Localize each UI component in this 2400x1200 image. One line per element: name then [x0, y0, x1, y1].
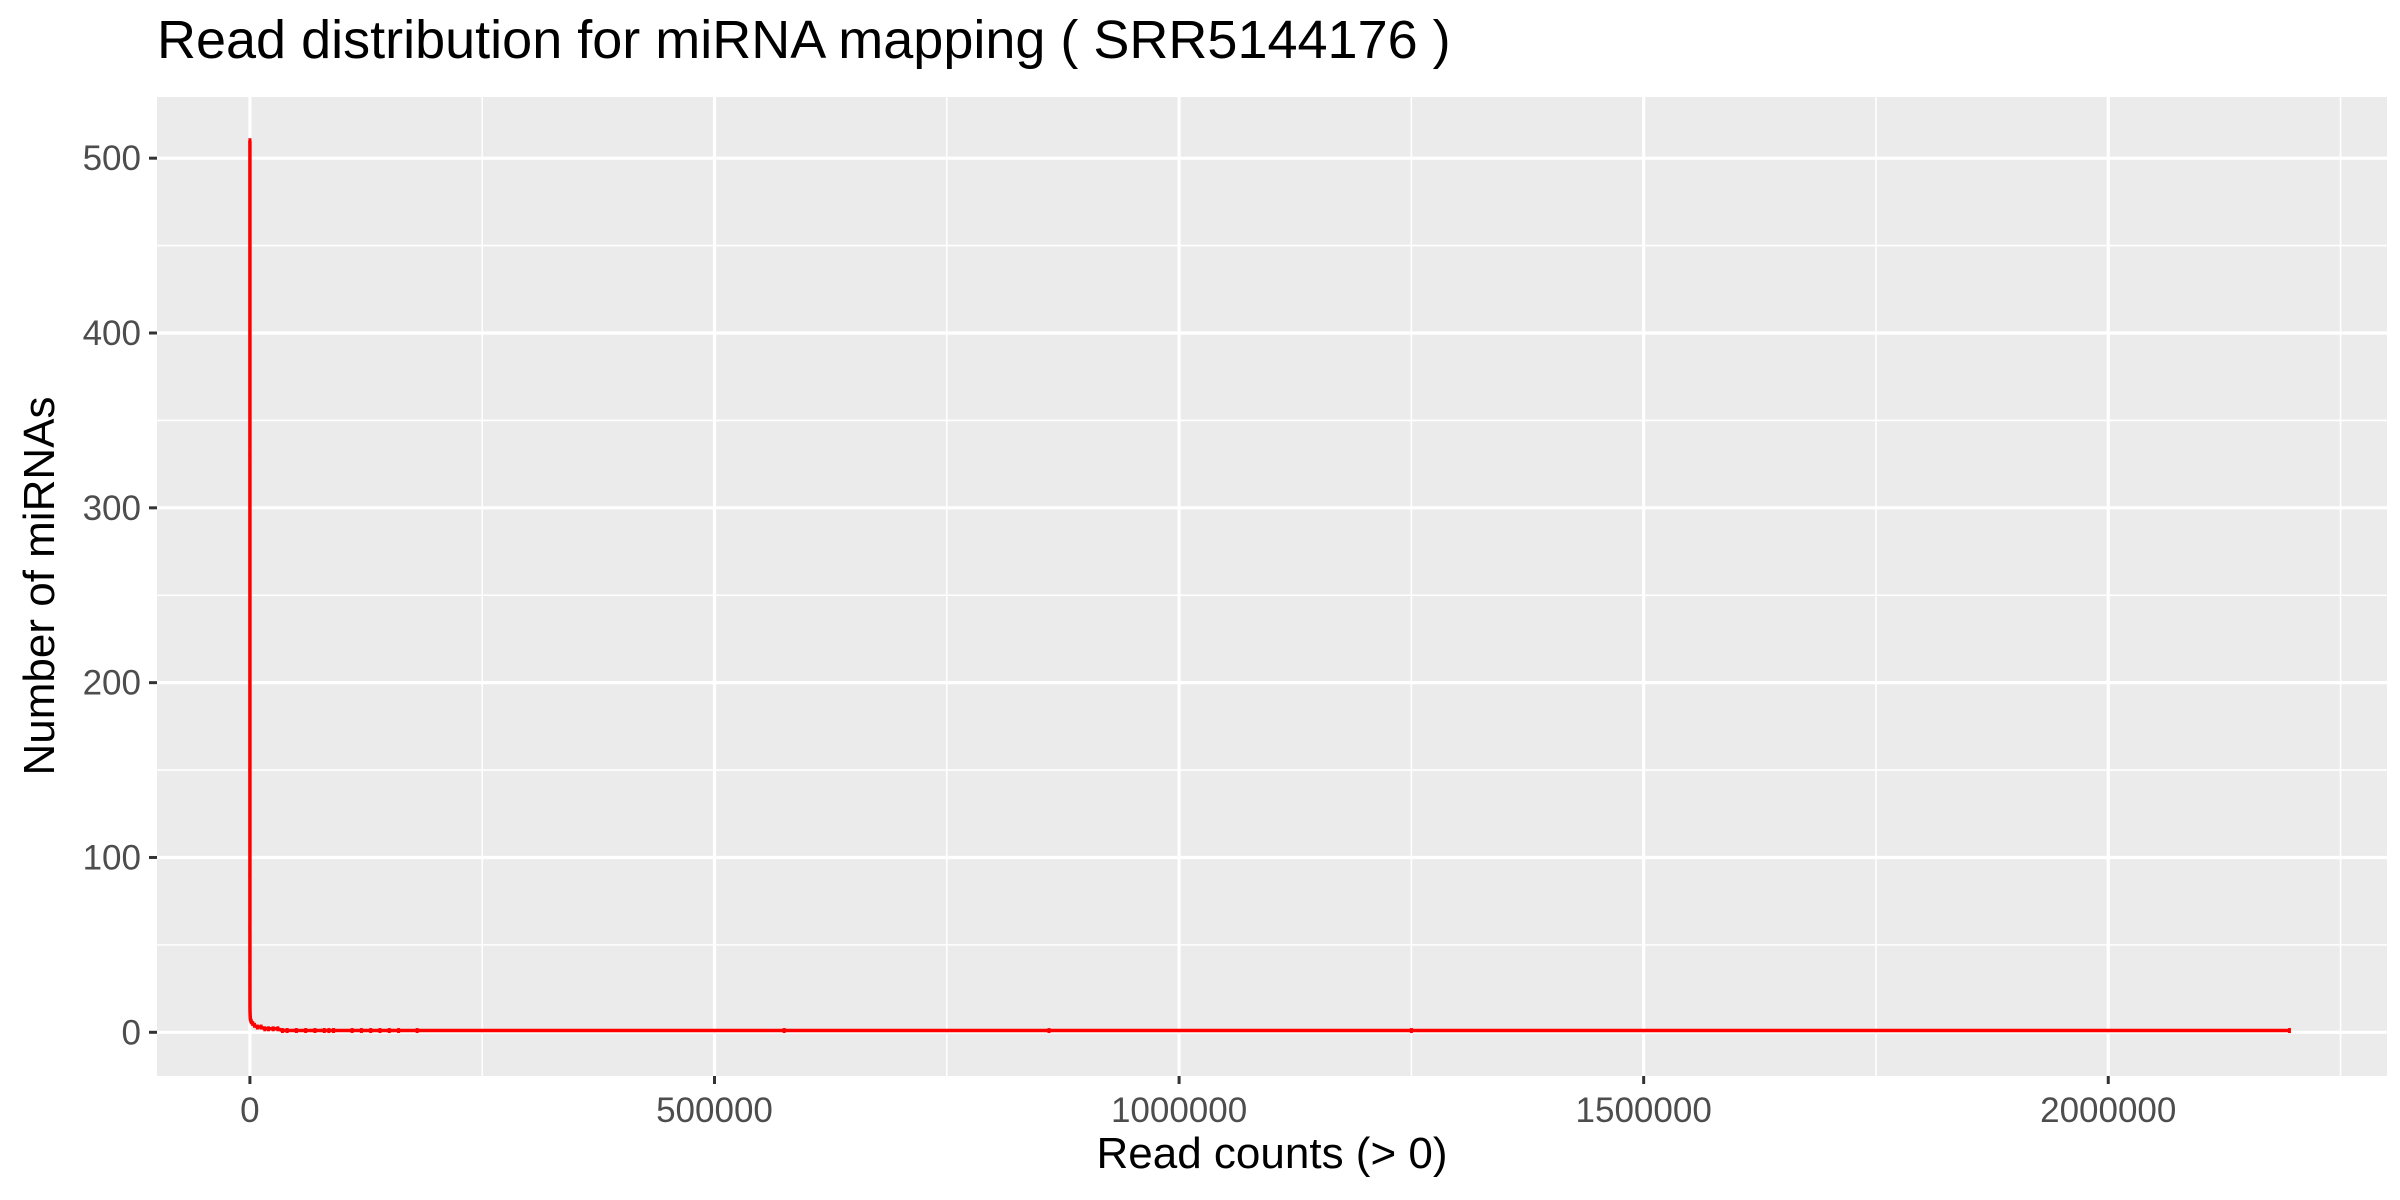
- data-point: [271, 1026, 275, 1032]
- y-tick-label: 300: [83, 489, 141, 528]
- x-axis: 0 500000 1000000 1500000 2000000: [240, 1076, 2176, 1130]
- data-point: [2287, 1028, 2291, 1034]
- y-tick-label: 200: [83, 664, 141, 703]
- data-point: [359, 1028, 363, 1034]
- x-tick-label: 2000000: [2040, 1091, 2176, 1130]
- data-point: [397, 1028, 401, 1034]
- grid-minor: [157, 97, 2387, 1076]
- data-point: [248, 872, 252, 878]
- data-point: [378, 1028, 382, 1034]
- data-point: [253, 1022, 257, 1028]
- y-tick-label: 400: [83, 314, 141, 353]
- data-point: [248, 138, 252, 144]
- data-point: [248, 980, 252, 986]
- data-point: [280, 1028, 284, 1034]
- data-point: [332, 1028, 336, 1034]
- data-point: [248, 452, 252, 458]
- data-point: [276, 1026, 280, 1032]
- x-tick-label: 500000: [656, 1091, 773, 1130]
- data-point: [248, 994, 252, 1000]
- plot-panel: [157, 97, 2387, 1076]
- x-tick-label: 1500000: [1576, 1091, 1712, 1130]
- data-point: [1409, 1028, 1413, 1034]
- data-point: [1047, 1028, 1051, 1034]
- data-point: [248, 767, 252, 773]
- data-point: [294, 1028, 298, 1034]
- data-point: [248, 924, 252, 930]
- x-tick-label: 0: [240, 1091, 259, 1130]
- series-layer: [248, 138, 2291, 1034]
- x-axis-title: Read counts (> 0): [1097, 1129, 1448, 1178]
- data-point: [387, 1028, 391, 1034]
- data-point: [248, 1012, 252, 1018]
- data-point: [248, 959, 252, 965]
- data-point: [369, 1028, 373, 1034]
- x-tick-label: 1000000: [1111, 1091, 1247, 1130]
- data-point: [304, 1028, 308, 1034]
- data-point: [248, 1003, 252, 1009]
- data-point: [782, 1028, 786, 1034]
- data-point: [248, 1008, 252, 1014]
- data-point: [322, 1028, 326, 1034]
- data-point: [415, 1028, 419, 1034]
- y-tick-label: 500: [83, 139, 141, 178]
- data-point: [313, 1028, 317, 1034]
- y-tick-label: 0: [122, 1013, 141, 1052]
- data-point: [263, 1026, 267, 1032]
- data-point: [267, 1026, 270, 1032]
- chart-title: Read distribution for miRNA mapping ( SR…: [157, 10, 1451, 70]
- y-tick-label: 100: [83, 838, 141, 877]
- data-point: [259, 1024, 263, 1030]
- y-axis-title: Number of miRNAs: [15, 397, 64, 776]
- data-point: [285, 1028, 289, 1034]
- data-point: [327, 1028, 331, 1034]
- data-point: [255, 1024, 259, 1030]
- data-point: [251, 1021, 255, 1027]
- y-axis: 0 100 200 300 400 500: [83, 139, 157, 1052]
- data-point: [350, 1028, 354, 1034]
